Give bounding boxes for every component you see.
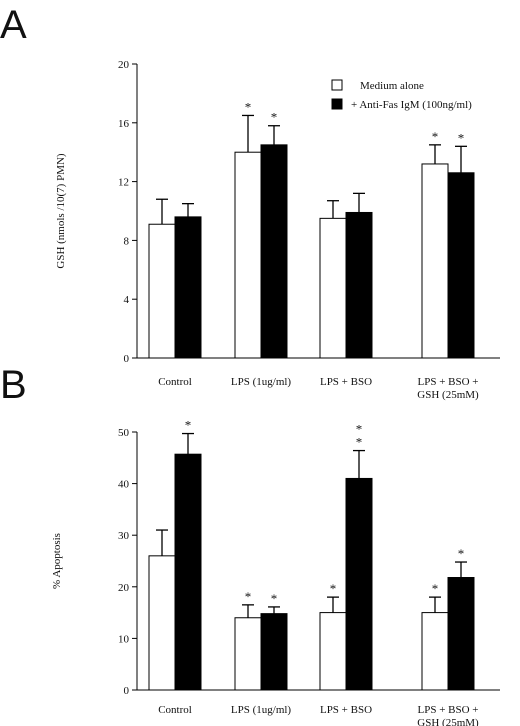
y-tick-label: 8 [124,235,130,247]
bar-medium-alone [234,617,262,691]
legend-label-anti-fas: + Anti-Fas IgM (100ng/ml) [351,99,472,111]
bar-anti-fas [345,477,373,691]
y-axis-label: GSH (nmols /10(7) PMN) [55,153,67,269]
bar-anti-fas [447,577,475,691]
panel-label-b: B [0,363,27,407]
y-tick-label: 20 [118,59,130,71]
panel-label-a: A [0,3,27,47]
bar-medium-alone [319,612,347,691]
bar-anti-fas [260,144,288,359]
significance-star: * [458,546,465,561]
bar-medium-alone [148,555,176,691]
y-tick-label: 0 [124,353,130,365]
significance-star: * [245,589,252,604]
significance-star: * [458,130,465,145]
significance-star: * [271,591,278,606]
y-tick-label: 16 [118,118,130,130]
bar-medium-alone [421,612,449,691]
significance-star: * [356,422,363,437]
bar-anti-fas [174,216,202,359]
category-label: LPS + BSO + [417,704,478,716]
y-axis-label: % Apoptosis [51,533,63,589]
y-tick-label: 4 [124,294,130,306]
bar-anti-fas [345,211,373,359]
significance-star: * [330,581,337,596]
category-label: LPS (1ug/ml) [231,704,292,716]
category-label: LPS (1ug/ml) [231,376,292,388]
y-tick-label: 10 [118,633,130,645]
category-label: Control [158,704,192,716]
significance-star: * [271,110,278,125]
legend-swatch-anti-fas [331,98,343,110]
bar-medium-alone [319,217,347,359]
category-label: LPS + BSO [320,704,372,716]
significance-star: * [432,129,439,144]
y-tick-label: 30 [118,530,130,542]
bar-medium-alone [421,163,449,359]
y-tick-label: 20 [118,582,130,594]
category-label: GSH (25mM) [417,389,479,401]
bar-medium-alone [234,151,262,359]
significance-star: * [356,435,363,450]
category-label: LPS + BSO [320,376,372,388]
legend-label-medium-alone: Medium alone [360,80,424,92]
significance-star: * [245,99,252,114]
significance-star: * [432,581,439,596]
y-tick-label: 50 [118,427,130,439]
category-label: Control [158,376,192,388]
bar-medium-alone [148,223,176,359]
legend-swatch-medium-alone [331,79,343,91]
y-tick-label: 12 [118,177,129,189]
category-label: LPS + BSO + [417,376,478,388]
y-tick-label: 40 [118,479,130,491]
category-label: GSH (25mM) [417,717,479,726]
y-tick-label: 0 [124,685,130,697]
chart-panel-a: 0 4 8 12 16 20 GSH (nmols /10(7) PMN) Control LP… [55,59,500,401]
bar-anti-fas [174,453,202,691]
bar-anti-fas [447,172,475,359]
chart-panel-b: 0 10 20 30 40 50 % Apoptosis Control LPS (1ug/ml… [51,418,500,726]
significance-star: * [185,418,192,433]
bar-anti-fas [260,613,288,691]
